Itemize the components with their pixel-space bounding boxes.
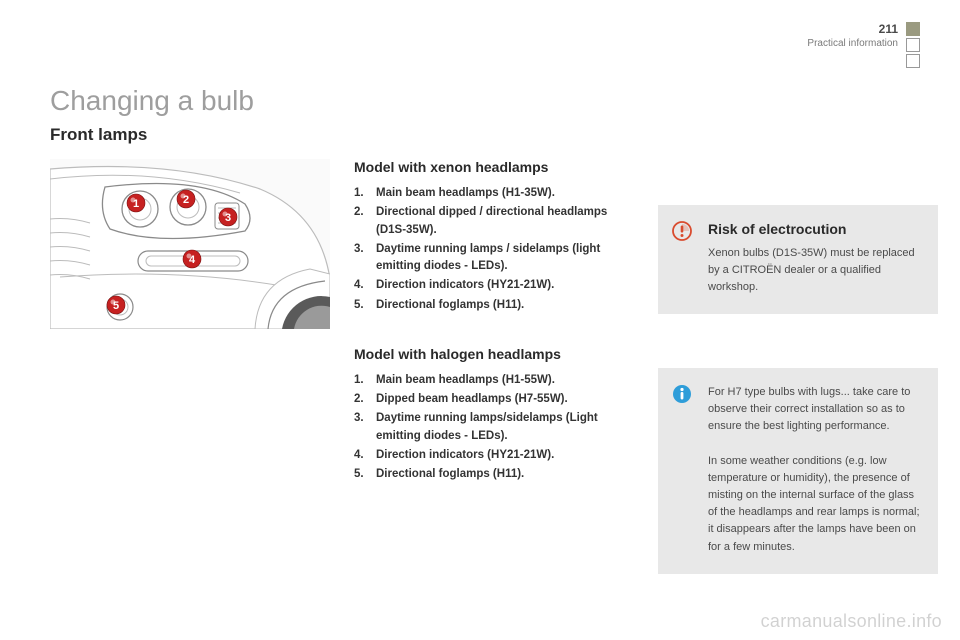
list-item: Main beam headlamps (H1-35W). bbox=[354, 185, 634, 202]
warning-box: Risk of electrocution Xenon bulbs (D1S-3… bbox=[658, 205, 938, 314]
list-item: Directional foglamps (H11). bbox=[354, 466, 634, 483]
page-number: 211 bbox=[807, 22, 898, 36]
svg-text:5: 5 bbox=[113, 300, 119, 312]
halogen-list: Main beam headlamps (H1-55W). Dipped beam… bbox=[354, 372, 634, 484]
warning-title: Risk of electrocution bbox=[708, 221, 920, 237]
info-box: For H7 type bulbs with lugs... take care… bbox=[658, 368, 938, 573]
info-text-1: For H7 type bulbs with lugs... take care… bbox=[708, 384, 920, 435]
info-text-2: In some weather conditions (e.g. low tem… bbox=[708, 453, 920, 555]
xenon-heading: Model with xenon headlamps bbox=[354, 159, 634, 175]
info-icon bbox=[672, 384, 692, 409]
list-item: Dipped beam headlamps (H7-55W). bbox=[354, 391, 634, 408]
halogen-heading: Model with halogen headlamps bbox=[354, 346, 634, 362]
tab-indicator bbox=[906, 22, 920, 68]
list-item: Main beam headlamps (H1-55W). bbox=[354, 372, 634, 389]
page-subtitle: Front lamps bbox=[50, 125, 920, 145]
xenon-list: Main beam headlamps (H1-35W). Directional… bbox=[354, 185, 634, 314]
page-header: 211 Practical information bbox=[807, 22, 920, 68]
warning-text: Xenon bulbs (D1S-35W) must be replaced b… bbox=[708, 245, 920, 296]
svg-text:2: 2 bbox=[183, 194, 189, 206]
svg-text:4: 4 bbox=[189, 254, 196, 266]
section-label: Practical information bbox=[807, 38, 898, 49]
list-item: Direction indicators (HY21-21W). bbox=[354, 447, 634, 464]
list-item: Daytime running lamps / sidelamps (light… bbox=[354, 241, 634, 276]
watermark: carmanualsonline.info bbox=[761, 611, 942, 632]
tab-box bbox=[906, 38, 920, 52]
list-item: Daytime running lamps/sidelamps (Light e… bbox=[354, 410, 634, 445]
list-item: Directional dipped / directional headlam… bbox=[354, 204, 634, 239]
tab-box bbox=[906, 54, 920, 68]
svg-text:1: 1 bbox=[133, 198, 139, 210]
tab-box-filled bbox=[906, 22, 920, 36]
list-item: Direction indicators (HY21-21W). bbox=[354, 277, 634, 294]
warning-icon bbox=[672, 221, 692, 246]
svg-text:3: 3 bbox=[225, 212, 231, 224]
headlamp-diagram: 1 2 3 4 5 bbox=[50, 159, 330, 329]
page-title: Changing a bulb bbox=[50, 85, 920, 117]
list-item: Directional foglamps (H11). bbox=[354, 297, 634, 314]
